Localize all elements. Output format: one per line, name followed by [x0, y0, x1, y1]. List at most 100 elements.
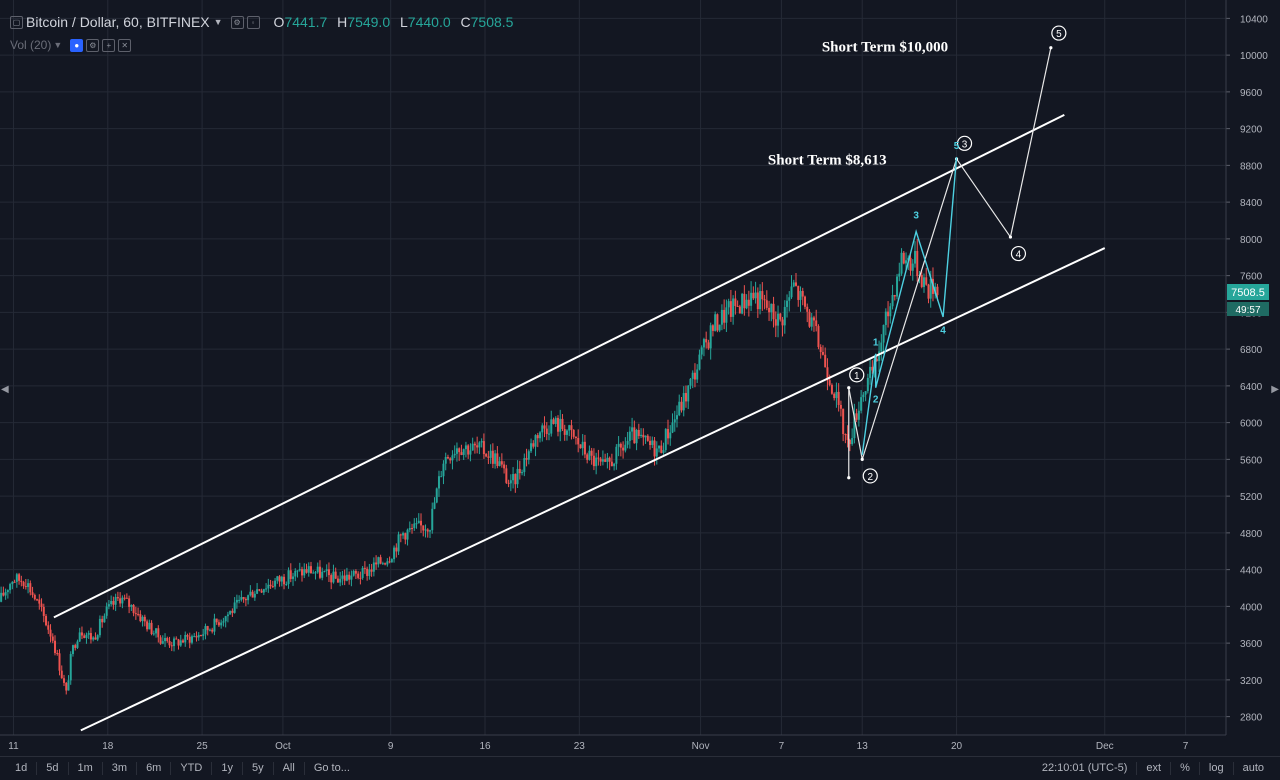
candle-body: [361, 567, 364, 578]
scroll-right-icon[interactable]: ▶: [1271, 384, 1279, 395]
time-axis[interactable]: 11 18 25 Oct 9 16 23 Nov 7 13 20 Dec 7: [0, 734, 1226, 752]
channel-line-lower[interactable]: [80, 247, 1106, 732]
candle-body: [107, 604, 110, 607]
wave-label-5: 5: [1056, 29, 1062, 40]
candle-body: [900, 252, 903, 274]
candle-body: [799, 290, 802, 300]
candle-body: [294, 570, 297, 577]
wave-label-circle[interactable]: [862, 468, 878, 484]
eye-icon[interactable]: ●: [70, 38, 84, 52]
candle-body: [848, 439, 851, 445]
candle-body: [581, 441, 584, 449]
channel-line-upper[interactable]: [53, 113, 1065, 619]
timeframe-1y-button[interactable]: 1y: [212, 762, 243, 775]
candle-body: [779, 313, 782, 320]
x-tick-label: 18: [102, 741, 114, 752]
candle-body: [572, 429, 575, 437]
timeframe-ytd-button[interactable]: YTD: [171, 762, 213, 775]
x-tick-label: 7: [1183, 741, 1189, 752]
candle-body: [18, 574, 21, 581]
wave-projection[interactable]: 1 2 3 4 5: [847, 25, 1067, 484]
candle-body: [4, 592, 7, 596]
candle-body: [610, 461, 613, 467]
candle-body: [231, 610, 234, 613]
candle-body: [536, 435, 539, 439]
log-toggle[interactable]: log: [1198, 762, 1233, 775]
candle-body: [287, 570, 290, 584]
candle-body: [186, 634, 189, 637]
candle-body: [505, 468, 508, 483]
low-value: 7440.0: [407, 14, 451, 30]
y-tick-label: 2800: [1240, 713, 1263, 724]
scroll-left-icon[interactable]: ◀: [1, 384, 9, 395]
candle-body: [590, 450, 593, 456]
candle-body: [514, 474, 517, 485]
volume-indicator-label[interactable]: Vol (20): [10, 38, 52, 52]
chevron-down-icon[interactable]: ▼: [53, 40, 63, 50]
candle-body: [864, 391, 867, 395]
candle-body: [433, 502, 436, 509]
wave-label-circle[interactable]: [849, 367, 865, 383]
candle-body: [375, 562, 378, 565]
chart-type-icon[interactable]: ▢: [10, 15, 23, 29]
candle-body: [426, 529, 429, 532]
wave-label-circle[interactable]: [1010, 245, 1027, 262]
timeframe-5y-button[interactable]: 5y: [243, 762, 274, 775]
candle-body: [633, 427, 636, 444]
timeframe-toolbar: 1d 5d 1m 3m 6m YTD 1y 5y All Go to... 22:10:01 (U…: [0, 756, 1280, 780]
plus-icon[interactable]: +: [102, 38, 116, 52]
candle-body: [65, 682, 68, 691]
candle-body: [525, 458, 528, 460]
wave-path[interactable]: [848, 47, 1052, 478]
wave-point[interactable]: [860, 457, 864, 461]
candle-body: [853, 413, 856, 439]
wave-point[interactable]: [847, 386, 851, 390]
sub-wave-path[interactable]: [861, 157, 958, 455]
annotation-text-1[interactable]: Short Term $10,000: [822, 39, 948, 55]
symbol-title[interactable]: Bitcoin / Dollar, 60, BITFINEX: [26, 14, 210, 30]
timeframe-1d-button[interactable]: 1d: [6, 762, 38, 775]
candle-body: [211, 629, 214, 632]
candle-body: [384, 563, 387, 565]
candle-body: [750, 292, 753, 306]
auto-toggle[interactable]: auto: [1232, 762, 1280, 775]
candle-body: [22, 582, 25, 587]
ext-toggle[interactable]: ext: [1136, 762, 1170, 775]
close-icon[interactable]: ✕: [118, 38, 132, 52]
x-tick-label: 9: [388, 741, 394, 752]
candle-body: [327, 569, 330, 576]
chevron-down-icon[interactable]: ▼: [213, 17, 223, 27]
settings-icon[interactable]: ⚙: [86, 38, 100, 52]
timeframe-1m-button[interactable]: 1m: [69, 762, 103, 775]
candle-body: [444, 457, 447, 464]
timeframe-goto-button[interactable]: Go to...: [313, 762, 350, 774]
wave-label-circle[interactable]: [956, 135, 973, 151]
candle-body: [29, 583, 32, 593]
annotation-text-2[interactable]: Short Term $8,613: [768, 152, 887, 168]
wave-point[interactable]: [1008, 235, 1013, 239]
wave-label-circle[interactable]: [1051, 25, 1067, 41]
annotation-layer[interactable]: Short Term $10,000 Short Term $8,613: [768, 39, 948, 168]
trend-channel[interactable]: [53, 113, 1106, 732]
timeframe-3m-button[interactable]: 3m: [103, 762, 138, 775]
timeframe-6m-button[interactable]: 6m: [137, 762, 172, 775]
wave-point[interactable]: [847, 476, 851, 480]
percent-toggle[interactable]: %: [1170, 762, 1199, 775]
y-tick-label: 10400: [1240, 14, 1268, 25]
candle-body: [905, 260, 908, 264]
high-value: 7549.0: [347, 14, 391, 30]
timeframe-all-button[interactable]: All: [274, 762, 305, 775]
wave-point[interactable]: [1049, 46, 1053, 50]
candle-body: [244, 598, 247, 601]
price-axis[interactable]: 2800 3200 3600 4000 4400 4800 5200 5600 6000 6400…: [1225, 0, 1268, 735]
candle-body: [574, 436, 577, 438]
candle-body: [494, 453, 497, 464]
settings-icon[interactable]: ⚙: [230, 15, 244, 29]
timeframe-5d-button[interactable]: 5d: [37, 762, 69, 775]
candle-body: [316, 566, 319, 573]
candle-body: [134, 613, 137, 615]
clock-readout[interactable]: 22:10:01 (UTC-5): [1041, 762, 1128, 774]
sub-wave-projection[interactable]: 1 2 3 4 5: [861, 141, 960, 455]
lock-icon[interactable]: ◦: [246, 15, 260, 29]
